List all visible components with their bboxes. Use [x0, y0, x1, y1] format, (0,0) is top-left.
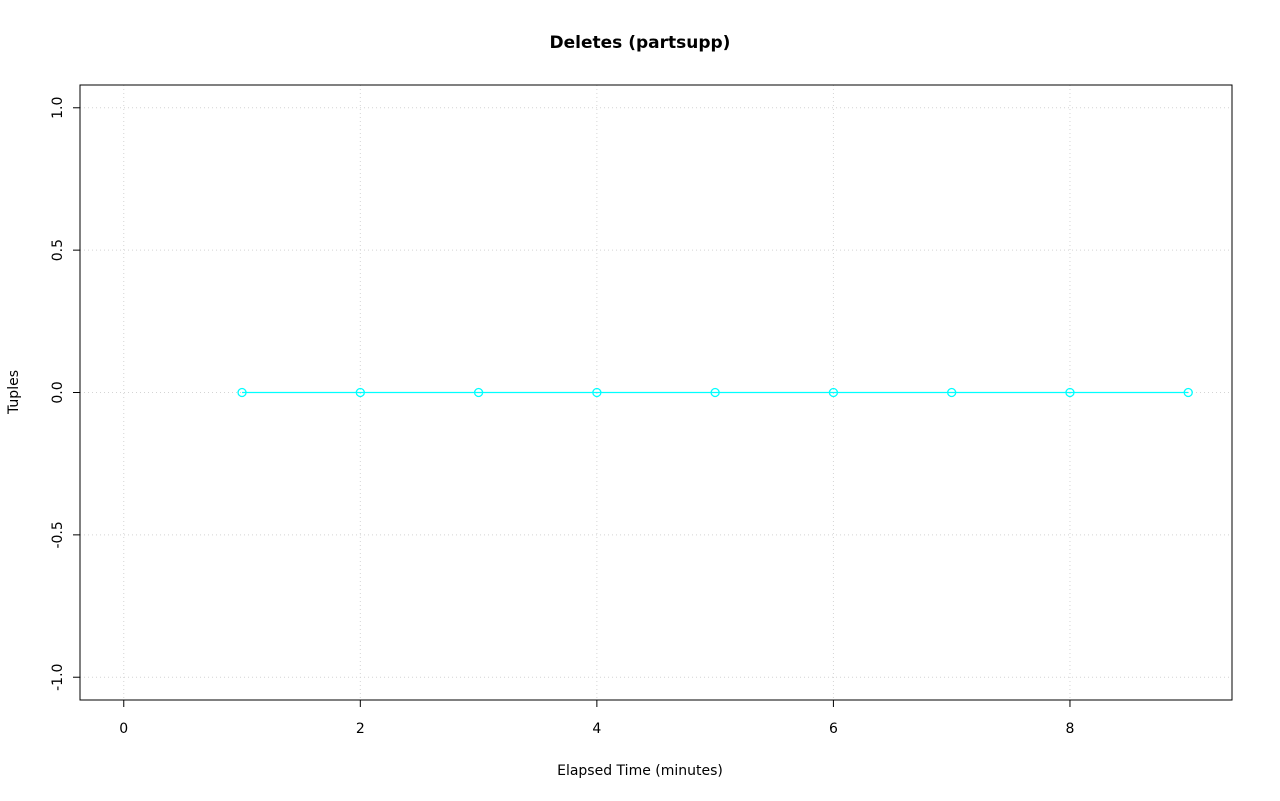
x-axis-label: Elapsed Time (minutes) — [557, 763, 723, 779]
y-tick-label: -0.5 — [50, 521, 66, 548]
data-point — [473, 387, 484, 398]
data-point — [710, 387, 720, 398]
x-tick-label: 2 — [356, 721, 365, 737]
data-point — [1183, 387, 1193, 398]
chart-title: Deletes (partsupp) — [549, 33, 731, 53]
y-tick-label: 0.0 — [50, 381, 66, 403]
y-tick-label: 1.0 — [50, 97, 66, 119]
data-point — [947, 387, 957, 398]
data-point — [1065, 387, 1075, 398]
x-tick-label: 4 — [592, 721, 601, 737]
y-axis-label: Tuples — [6, 370, 22, 414]
x-tick-label: 8 — [1066, 721, 1075, 737]
data-point — [828, 387, 839, 398]
data-point — [237, 387, 247, 398]
x-tick-label: 0 — [119, 721, 128, 737]
data-point — [355, 387, 365, 398]
x-tick-label: 6 — [829, 721, 838, 737]
y-tick-label: -1.0 — [50, 664, 66, 691]
y-tick-label: 0.5 — [50, 239, 66, 261]
data-point — [592, 387, 602, 398]
